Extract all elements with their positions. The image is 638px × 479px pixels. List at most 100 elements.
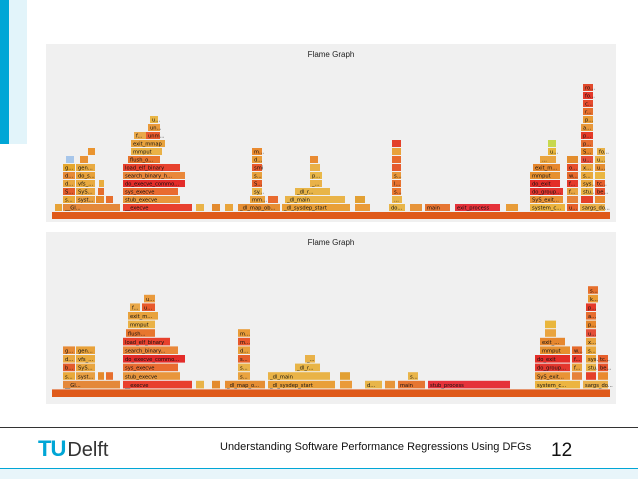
flame-frame-rect[interactable] xyxy=(455,204,500,211)
flame-frame-rect[interactable] xyxy=(225,380,265,389)
flame-frame[interactable]: S... xyxy=(63,188,75,196)
flame-frame-rect[interactable] xyxy=(595,188,605,195)
flame-frame[interactable]: d... xyxy=(63,355,75,363)
flame-frame[interactable]: mm... xyxy=(250,196,267,204)
flame-frame[interactable]: _dl_r... xyxy=(295,363,320,372)
flame-frame-rect[interactable] xyxy=(144,294,155,303)
flame-frame-rect[interactable] xyxy=(392,164,401,171)
flame-frame[interactable]: be... xyxy=(598,363,612,372)
flame-frame[interactable]: stu... xyxy=(586,363,601,372)
flame-frame-rect[interactable] xyxy=(128,320,155,329)
flame-frame[interactable]: unm... xyxy=(146,132,165,140)
flame-frame-rect[interactable] xyxy=(106,196,113,203)
flame-frame[interactable]: s... xyxy=(392,188,402,196)
flame-frame[interactable]: r... xyxy=(583,108,593,116)
flame-frame-rect[interactable] xyxy=(355,196,365,203)
flame-frame[interactable] xyxy=(340,372,350,380)
flame-frame[interactable]: s... xyxy=(63,196,75,204)
flame-frame-rect[interactable] xyxy=(128,312,158,320)
flame-frame[interactable]: do_group... xyxy=(535,363,570,372)
flame-frame-rect[interactable] xyxy=(63,380,120,389)
flame-frame[interactable]: s... xyxy=(588,286,598,294)
flame-frame[interactable]: do_exit xyxy=(535,355,570,363)
flame-frame[interactable]: system_c... xyxy=(535,380,580,389)
flame-frame[interactable]: _... xyxy=(305,355,315,363)
flame-frame[interactable]: u... xyxy=(586,329,597,337)
flame-frame-rect[interactable] xyxy=(340,380,352,389)
flame-frame-rect[interactable] xyxy=(106,372,113,380)
flame-frame-rect[interactable] xyxy=(586,329,596,337)
flame-frame-rect[interactable] xyxy=(365,380,382,389)
flame-frame[interactable] xyxy=(548,140,556,147)
flame-frame[interactable]: _dl_main xyxy=(268,372,330,380)
flame-frame[interactable] xyxy=(52,212,610,219)
flame-frame-rect[interactable] xyxy=(595,156,605,163)
flame-frame-rect[interactable] xyxy=(428,380,510,389)
flame-frame-rect[interactable] xyxy=(52,212,610,219)
flame-frame-rect[interactable] xyxy=(76,188,95,195)
flame-frame-rect[interactable] xyxy=(123,337,170,346)
flame-frame-rect[interactable] xyxy=(196,380,204,389)
flame-frame[interactable]: f... xyxy=(130,303,140,312)
flame-frame[interactable]: tc... xyxy=(595,180,607,188)
flame-frame-rect[interactable] xyxy=(595,172,605,179)
flame-frame[interactable]: do... xyxy=(389,204,405,212)
flame-frame-rect[interactable] xyxy=(583,84,593,91)
flame-frame[interactable]: mmput xyxy=(540,346,570,355)
flame-frame-rect[interactable] xyxy=(123,172,185,179)
flame-frame-rect[interactable] xyxy=(392,196,402,203)
flame-frame-rect[interactable] xyxy=(76,346,95,354)
flame-frame-rect[interactable] xyxy=(310,172,322,179)
flame-frame-rect[interactable] xyxy=(567,172,578,179)
flame-frame-rect[interactable] xyxy=(581,156,593,163)
flame-frame-rect[interactable] xyxy=(252,164,262,171)
flame-frame-rect[interactable] xyxy=(567,196,578,203)
flame-frame[interactable]: s... xyxy=(252,172,262,180)
flame-frame[interactable]: __execve xyxy=(123,380,192,389)
flame-frame[interactable]: smi xyxy=(252,164,263,172)
flame-frame[interactable] xyxy=(385,380,395,389)
flame-frame[interactable] xyxy=(410,204,422,211)
flame-frame[interactable]: exit_process xyxy=(455,204,500,212)
flame-frame[interactable]: main xyxy=(398,380,425,389)
flame-frame-rect[interactable] xyxy=(66,156,74,163)
flame-frame-rect[interactable] xyxy=(583,92,593,99)
flame-frame[interactable]: search_binary... xyxy=(123,346,178,355)
flame-frame[interactable]: ... xyxy=(540,156,556,164)
flame-frame-rect[interactable] xyxy=(533,164,560,171)
flame-frame[interactable] xyxy=(392,148,401,155)
flame-frame[interactable]: exit_m... xyxy=(128,312,158,320)
flame-frame[interactable] xyxy=(392,156,401,163)
flame-frame[interactable]: s... xyxy=(392,172,402,180)
flame-frame[interactable]: exit_mmap xyxy=(131,140,165,148)
flame-frame-rect[interactable] xyxy=(55,204,62,211)
flame-frame[interactable] xyxy=(96,196,104,203)
flame-frame-rect[interactable] xyxy=(268,196,278,203)
flame-frame-rect[interactable] xyxy=(212,380,220,389)
flame-frame[interactable]: SyS... xyxy=(76,363,95,372)
flame-frame-rect[interactable] xyxy=(572,346,582,354)
flame-frame[interactable]: _dl_sysdep_start xyxy=(282,204,350,212)
flame-frame[interactable] xyxy=(545,329,556,337)
flame-frame[interactable] xyxy=(598,372,608,380)
flame-frame-rect[interactable] xyxy=(63,180,75,187)
flame-frame-rect[interactable] xyxy=(130,303,140,311)
flame-frame-rect[interactable] xyxy=(425,204,450,211)
flame-frame[interactable]: p... xyxy=(586,303,597,312)
flame-frame-rect[interactable] xyxy=(63,196,75,203)
flame-frame-rect[interactable] xyxy=(581,132,593,139)
flame-frame-rect[interactable] xyxy=(392,148,401,155)
flame-frame[interactable]: w... xyxy=(567,172,578,180)
flame-frame[interactable]: mmput xyxy=(530,172,560,180)
flame-frame[interactable] xyxy=(355,196,365,203)
flame-frame-rect[interactable] xyxy=(540,337,565,346)
flame-frame-rect[interactable] xyxy=(548,148,556,155)
flame-frame[interactable]: p... xyxy=(581,132,593,140)
flame-frame-rect[interactable] xyxy=(252,180,262,187)
flame-frame[interactable]: d... xyxy=(63,180,75,188)
flame-frame-rect[interactable] xyxy=(123,196,180,203)
flame-frame[interactable]: flush_o... xyxy=(128,156,160,164)
flame-frame[interactable]: __GI... xyxy=(63,380,120,389)
flame-frame-rect[interactable] xyxy=(238,355,250,363)
flame-frame[interactable] xyxy=(55,204,62,211)
